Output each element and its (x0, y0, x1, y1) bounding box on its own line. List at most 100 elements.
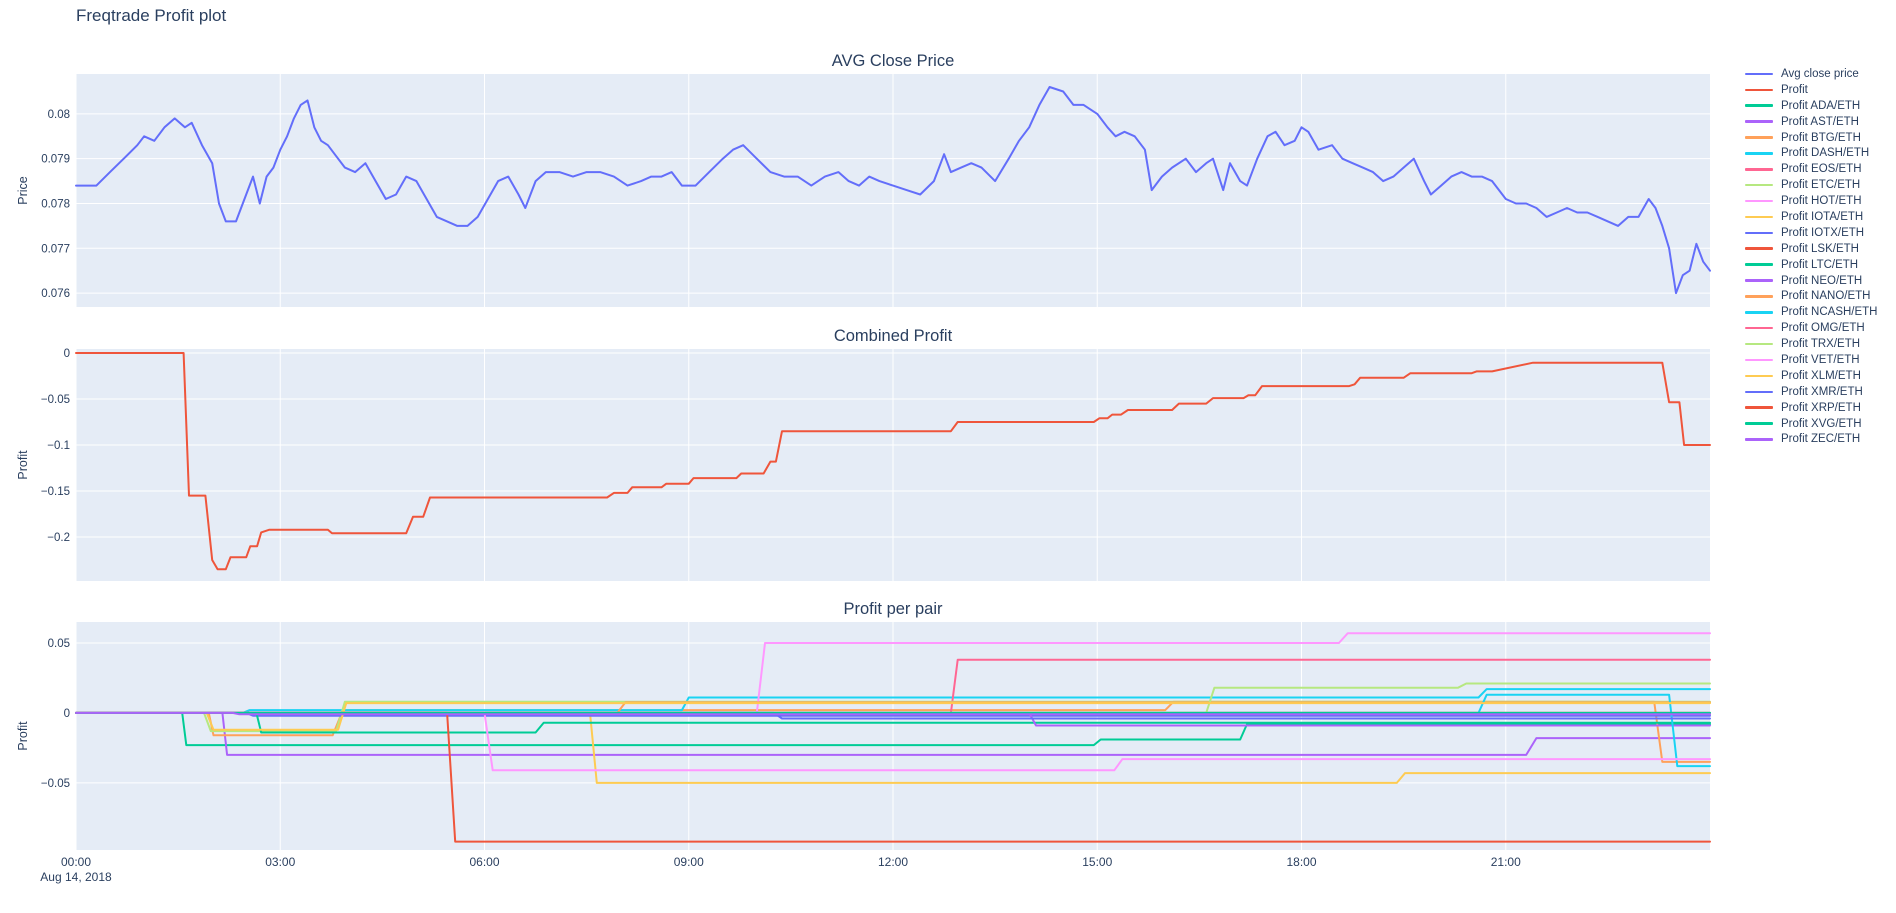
legend-swatch-icon (1745, 152, 1773, 155)
legend-label: Profit XVG/ETH (1781, 417, 1862, 430)
x-tick-label: 12:00 (878, 855, 908, 869)
y-tick-label: 0.077 (41, 243, 70, 255)
legend-label: Profit AST/ETH (1781, 115, 1859, 128)
legend-swatch-icon (1745, 279, 1773, 282)
legend-swatch-icon (1745, 390, 1773, 393)
legend-item-profit-xlm-eth[interactable]: Profit XLM/ETH (1745, 368, 1878, 384)
legend-label: Profit (1781, 83, 1808, 96)
legend-label: Avg close price (1781, 67, 1859, 80)
y-tick-label: 0.079 (41, 154, 70, 166)
x-tick-label: 00:00 (61, 855, 91, 869)
legend-item-profit-btg-eth[interactable]: Profit BTG/ETH (1745, 130, 1878, 146)
legend-swatch-icon (1745, 422, 1773, 425)
legend-item-profit-trx-eth[interactable]: Profit TRX/ETH (1745, 336, 1878, 352)
y-tick-label: 0.05 (48, 638, 70, 650)
y-tick-label: −0.15 (41, 486, 70, 498)
x-tick-label: 06:00 (469, 855, 499, 869)
series-profit-ada-eth (75, 711, 1711, 747)
y-tick-label: −0.05 (41, 394, 70, 406)
legend-item-profit-vet-eth[interactable]: Profit VET/ETH (1745, 352, 1878, 368)
legend-swatch-icon (1745, 231, 1773, 235)
legend-swatch-icon (1745, 72, 1773, 76)
legend-item-profit-ast-eth[interactable]: Profit AST/ETH (1745, 114, 1878, 130)
y-tick-label: −0.1 (47, 440, 70, 452)
legend-item-profit-hot-eth[interactable]: Profit HOT/ETH (1745, 193, 1878, 209)
legend-swatch-icon (1745, 247, 1773, 250)
legend-item-profit-dash-eth[interactable]: Profit DASH/ETH (1745, 145, 1878, 161)
legend-label: Profit OMG/ETH (1781, 322, 1865, 335)
y-tick-label: 0.078 (41, 198, 70, 210)
legend-item-profit-xvg-eth[interactable]: Profit XVG/ETH (1745, 416, 1878, 432)
legend-item-profit-eos-eth[interactable]: Profit EOS/ETH (1745, 161, 1878, 177)
legend-item-avg-close-price[interactable]: Avg close price (1745, 66, 1878, 82)
legend-item-profit-iotx-eth[interactable]: Profit IOTX/ETH (1745, 225, 1878, 241)
legend-label: Profit ETC/ETH (1781, 179, 1861, 192)
legend-label: Profit XRP/ETH (1781, 401, 1861, 414)
legend-swatch-icon (1745, 311, 1773, 314)
legend-label: Profit DASH/ETH (1781, 147, 1870, 160)
legend-label: Profit ADA/ETH (1781, 99, 1861, 112)
legend-item-profit-neo-eth[interactable]: Profit NEO/ETH (1745, 273, 1878, 289)
legend-label: Profit XMR/ETH (1781, 385, 1863, 398)
legend-swatch-icon (1745, 183, 1773, 187)
page-title: Freqtrade Profit plot (76, 6, 227, 25)
x-tick-label: 15:00 (1082, 855, 1112, 869)
y-tick-label: 0 (64, 708, 70, 720)
legend-label: Profit LTC/ETH (1781, 258, 1859, 271)
y-axis-label-avg-close-price: Price (16, 176, 30, 205)
series-avg-close-price (75, 86, 1711, 295)
legend-swatch-icon (1745, 136, 1773, 139)
legend-item-profit-ncash-eth[interactable]: Profit NCASH/ETH (1745, 304, 1878, 320)
legend-item-profit-zec-eth[interactable]: Profit ZEC/ETH (1745, 431, 1878, 447)
legend-item-profit-lsk-eth[interactable]: Profit LSK/ETH (1745, 241, 1878, 257)
y-tick-label: 0.08 (48, 109, 70, 121)
x-tick-label: 21:00 (1491, 855, 1521, 869)
legend-item-profit-ada-eth[interactable]: Profit ADA/ETH (1745, 98, 1878, 114)
y-tick-label: 0.076 (41, 288, 70, 300)
y-axis-label-combined-profit: Profit (16, 450, 30, 480)
y-tick-label: 0 (64, 348, 70, 360)
legend: Avg close price Profit Profit ADA/ETH Profi… (1745, 66, 1878, 447)
legend-label: Profit EOS/ETH (1781, 163, 1862, 176)
legend-item-profit-nano-eth[interactable]: Profit NANO/ETH (1745, 288, 1878, 304)
legend-label: Profit IOTX/ETH (1781, 226, 1865, 239)
legend-item-profit-etc-eth[interactable]: Profit ETC/ETH (1745, 177, 1878, 193)
legend-item-profit-iota-eth[interactable]: Profit IOTA/ETH (1745, 209, 1878, 225)
legend-label: Profit IOTA/ETH (1781, 210, 1864, 223)
legend-label: Profit NANO/ETH (1781, 290, 1871, 303)
legend-label: Profit VET/ETH (1781, 353, 1860, 366)
x-tick-label: 09:00 (674, 855, 704, 869)
panel-title-profit-per-pair: Profit per pair (843, 600, 943, 618)
legend-label: Profit TRX/ETH (1781, 338, 1861, 351)
legend-swatch-icon (1745, 326, 1773, 330)
series-profit (75, 352, 1711, 571)
series-profit-zec-eth (75, 711, 1711, 716)
legend-label: Profit HOT/ETH (1781, 195, 1862, 208)
legend-label: Profit NCASH/ETH (1781, 306, 1878, 319)
legend-swatch-icon (1745, 104, 1773, 107)
y-tick-label: −0.05 (41, 778, 70, 790)
legend-swatch-icon (1745, 295, 1773, 298)
legend-item-profit-xrp-eth[interactable]: Profit XRP/ETH (1745, 400, 1878, 416)
panel-title-avg-close-price: AVG Close Price (831, 52, 955, 70)
legend-swatch-icon (1745, 263, 1773, 266)
legend-item-profit[interactable]: Profit (1745, 82, 1878, 98)
legend-swatch-icon (1745, 88, 1773, 92)
legend-item-profit-omg-eth[interactable]: Profit OMG/ETH (1745, 320, 1878, 336)
legend-label: Profit XLM/ETH (1781, 369, 1861, 382)
legend-label: Profit ZEC/ETH (1781, 433, 1861, 446)
y-axis-label-profit-per-pair: Profit (16, 721, 30, 751)
x-tick-label: 03:00 (265, 855, 295, 869)
legend-swatch-icon (1745, 199, 1773, 203)
legend-swatch-icon (1745, 374, 1773, 378)
panel-title-combined-profit: Combined Profit (833, 327, 953, 345)
legend-label: Profit BTG/ETH (1781, 131, 1861, 144)
y-tick-label: −0.2 (47, 532, 70, 544)
legend-label: Profit NEO/ETH (1781, 274, 1863, 287)
x-axis-date-label: Aug 14, 2018 (40, 870, 112, 884)
legend-item-profit-xmr-eth[interactable]: Profit XMR/ETH (1745, 384, 1878, 400)
x-tick-label: 18:00 (1286, 855, 1316, 869)
legend-item-profit-ltc-eth[interactable]: Profit LTC/ETH (1745, 257, 1878, 273)
